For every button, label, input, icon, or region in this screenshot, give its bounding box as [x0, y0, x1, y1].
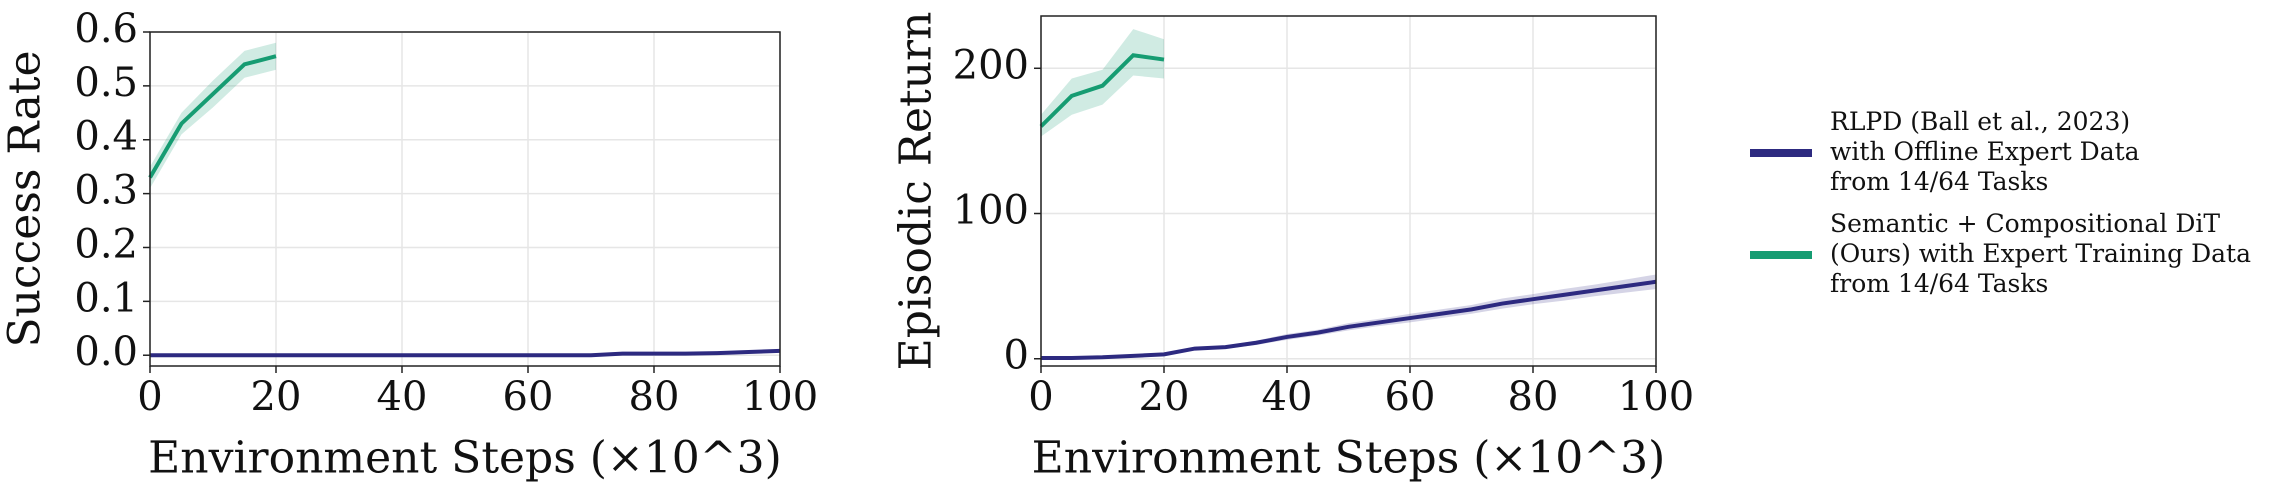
x-tick-label: 20 [1139, 374, 1190, 420]
x-tick-label: 60 [1385, 374, 1436, 420]
x-tick-label: 40 [1262, 374, 1313, 420]
error-band [150, 42, 276, 189]
y-tick-label: 0.2 [74, 221, 138, 267]
legend-label: RLPD (Ball et al., 2023) with Offline Exp… [1830, 107, 2140, 196]
x-tick-label: 40 [377, 374, 428, 420]
legend-label-line: RLPD (Ball et al., 2023) [1830, 107, 2130, 136]
y-tick-label: 100 [953, 188, 1029, 234]
x-tick-label: 100 [742, 374, 818, 420]
y-tick-label: 0.0 [74, 329, 138, 375]
legend-label-line: (Ours) with Expert Training Data [1830, 239, 2251, 268]
x-tick-label: 80 [1508, 374, 1559, 420]
legend-label-line: from 14/64 Tasks [1830, 269, 2048, 298]
x-tick-label: 60 [503, 374, 554, 420]
x-axis-label: Environment Steps (×10^3) [148, 433, 782, 484]
line [1041, 279, 1657, 361]
x-tick-label: 80 [629, 374, 680, 420]
y-tick-label: 0.5 [74, 60, 138, 106]
y-tick-label: 0.6 [74, 6, 138, 52]
x-tick-label: 0 [1028, 374, 1053, 420]
legend-label-line: Semantic + Compositional DiT [1830, 209, 2220, 238]
x-tick-label: 20 [251, 374, 302, 420]
legend-label: Semantic + Compositional DiT (Ours) with … [1830, 209, 2251, 298]
y-axis-label: Success Rate [0, 50, 51, 347]
y-tick-label: 0.3 [74, 168, 138, 214]
x-tick-label: 100 [1618, 374, 1694, 420]
plot-frame [149, 31, 781, 367]
error-band [1041, 29, 1164, 137]
y-tick-label: 0.4 [74, 114, 138, 160]
x-axis-label: Environment Steps (×10^3) [1032, 433, 1666, 484]
y-tick-label: 0.1 [74, 275, 138, 321]
y-axis-label: Episodic Return [891, 12, 942, 371]
line [150, 348, 781, 358]
plot-frame [1040, 15, 1657, 367]
line [148, 54, 277, 179]
y-tick-label: 200 [953, 42, 1029, 88]
legend-label-line: from 14/64 Tasks [1830, 167, 2048, 196]
line [1039, 53, 1165, 128]
error-band [1041, 274, 1656, 359]
legend-label-line: with Offline Expert Data [1830, 137, 2140, 166]
x-tick-label: 0 [137, 374, 162, 420]
y-tick-label: 0 [1004, 333, 1029, 379]
